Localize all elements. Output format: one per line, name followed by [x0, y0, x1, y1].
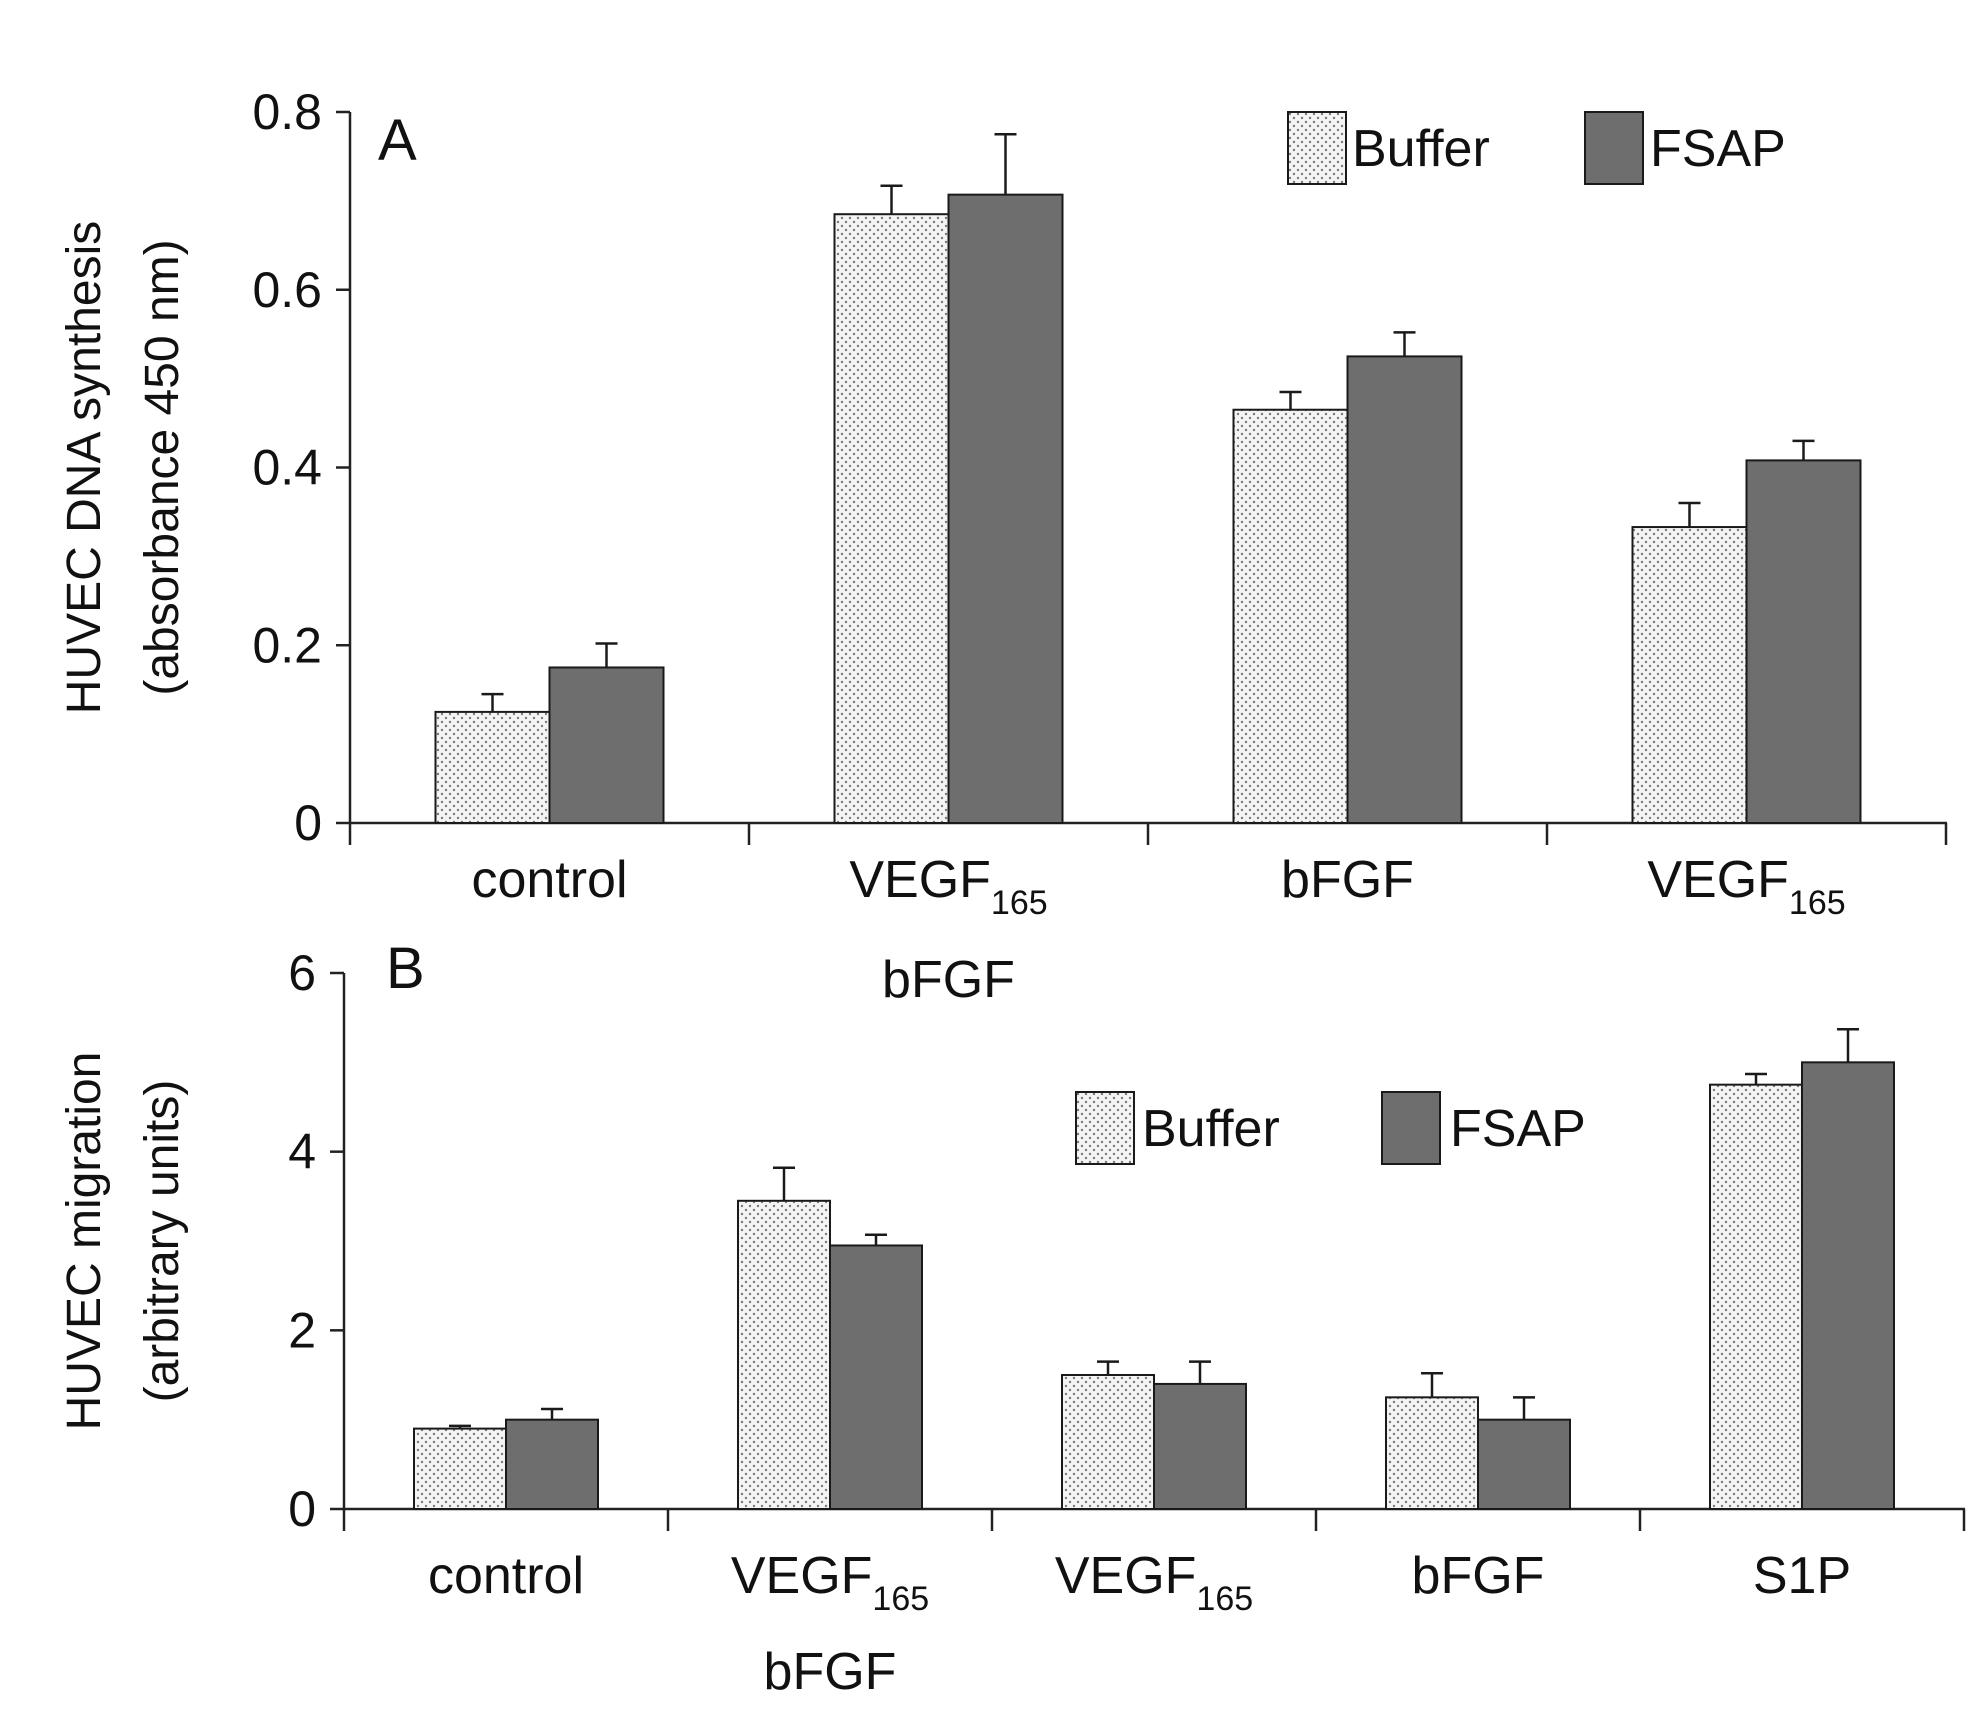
category-label-subscript: 165 — [991, 884, 1048, 922]
legend-swatch-buffer — [1287, 111, 1347, 185]
legend-swatch-fsap — [1381, 1091, 1441, 1165]
fsap-bar — [947, 193, 1064, 824]
category-label-main: bFGF — [882, 951, 1015, 1009]
category-label: VEGF165 — [1055, 1547, 1253, 1618]
legend-label-buffer: Buffer — [1142, 1100, 1280, 1158]
fsap-bar — [505, 1418, 599, 1510]
y-tick-label: 0.8 — [252, 84, 322, 140]
panel-label: B — [386, 936, 425, 1001]
category-label: control — [471, 851, 627, 909]
y-tick-label: 4 — [288, 1124, 316, 1180]
panel-label: A — [378, 108, 417, 173]
fsap-bar — [548, 666, 665, 824]
buffer-bar — [833, 213, 950, 825]
y-tick-label: 0.4 — [252, 440, 322, 496]
y-tick-label: 6 — [288, 945, 316, 1001]
fsap-bar — [1153, 1382, 1247, 1511]
y-tick-label: 2 — [288, 1302, 316, 1358]
buffer-bar — [1232, 408, 1349, 824]
buffer-bar — [1631, 526, 1748, 824]
y-axis-title: HUVEC migration — [58, 1052, 111, 1431]
category-label-main: bFGF — [764, 1643, 897, 1701]
category-label-main: S1P — [1753, 1547, 1851, 1605]
category-label: control — [428, 1547, 584, 1605]
category-label-subscript: 165 — [872, 1580, 929, 1618]
y-tick-label: 0.2 — [252, 617, 322, 673]
category-label-main: VEGF — [849, 851, 991, 909]
legend-label-fsap: FSAP — [1650, 120, 1786, 178]
y-tick-label: 0.6 — [252, 262, 322, 318]
y-axis-title: HUVEC DNA synthesis — [58, 221, 111, 714]
category-label: bFGF — [882, 951, 1015, 1009]
y-axis-subtitle: (arbitrary units) — [136, 1080, 189, 1403]
category-label-subscript: 165 — [1789, 884, 1846, 922]
legend-label-fsap: FSAP — [1450, 1100, 1586, 1158]
y-axis-subtitle: (absorbance 450 nm) — [136, 239, 189, 695]
legend-swatch-fsap — [1584, 111, 1644, 185]
category-label-main: VEGF — [1055, 1547, 1197, 1605]
category-label-subscript: 165 — [1196, 1580, 1253, 1618]
legend-label-buffer: Buffer — [1352, 120, 1490, 178]
y-tick-label: 0 — [288, 1481, 316, 1537]
fsap-bar — [1477, 1418, 1571, 1510]
buffer-bar — [434, 710, 551, 824]
category-label: bFGF — [1412, 1547, 1545, 1605]
fsap-bar — [1346, 355, 1463, 824]
y-tick-label: 0 — [294, 795, 322, 851]
legend-swatch-buffer — [1075, 1091, 1135, 1165]
category-label: VEGF165 — [731, 1547, 929, 1618]
fsap-bar — [829, 1244, 923, 1510]
category-label: S1P — [1753, 1547, 1851, 1605]
category-label: bFGF — [1281, 851, 1414, 909]
category-label-main: control — [471, 851, 627, 909]
category-label: VEGF165 — [1647, 851, 1845, 922]
buffer-bar — [1061, 1374, 1155, 1510]
buffer-bar — [1709, 1083, 1803, 1510]
category-label-main: VEGF — [731, 1547, 873, 1605]
category-label: bFGF — [764, 1643, 897, 1701]
fsap-bar — [1745, 459, 1862, 824]
buffer-bar — [1385, 1396, 1479, 1511]
category-label: VEGF165 — [849, 851, 1047, 922]
buffer-bar — [413, 1427, 507, 1510]
fsap-bar — [1801, 1061, 1895, 1511]
category-label-main: VEGF — [1647, 851, 1789, 909]
category-label-main: bFGF — [1281, 851, 1414, 909]
buffer-bar — [737, 1199, 831, 1511]
category-label-main: control — [428, 1547, 584, 1605]
category-label-main: bFGF — [1412, 1547, 1545, 1605]
